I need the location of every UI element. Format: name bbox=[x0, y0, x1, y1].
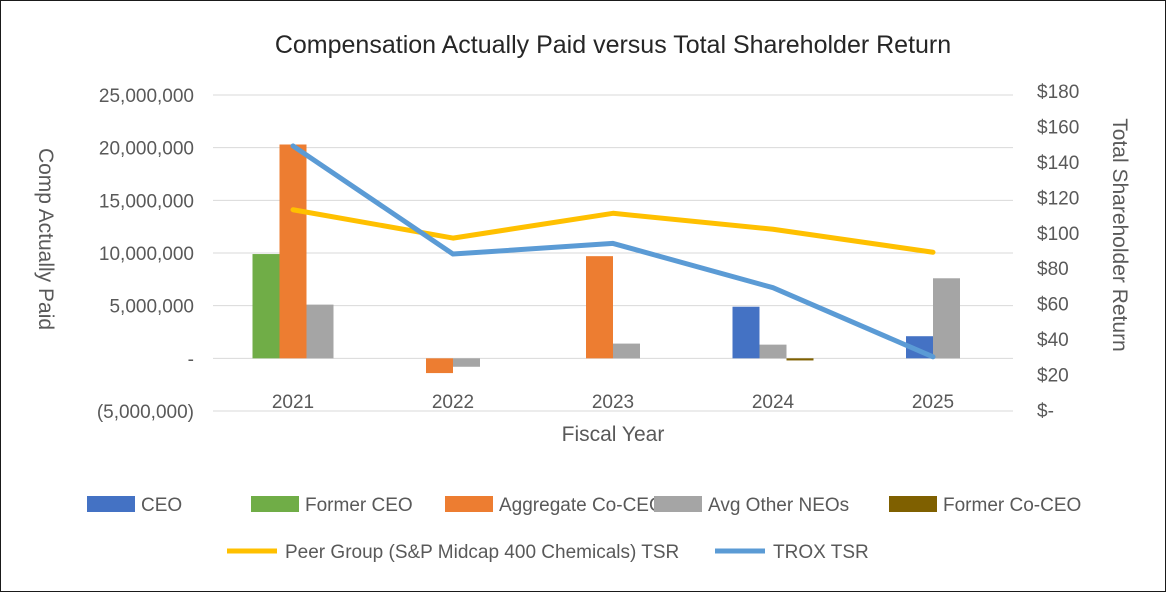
legend: CEO Former CEO Aggregate Co-CEOs Avg Other … bbox=[87, 495, 1081, 563]
legend-swatch bbox=[889, 496, 937, 512]
y-tick-label: 5,000,000 bbox=[109, 297, 194, 318]
x-tick-label: 2022 bbox=[432, 392, 474, 413]
line-trox-tsr bbox=[290, 143, 936, 360]
y2-tick-label: $20 bbox=[1037, 366, 1069, 387]
y2-tick-label: $80 bbox=[1037, 259, 1069, 280]
bar-avg-other-neos-2021 bbox=[306, 304, 334, 359]
chart-title: Compensation Actually Paid versus Total … bbox=[275, 31, 951, 59]
bar-aggregate-co-ceos-2023 bbox=[586, 256, 613, 359]
legend-label: Aggregate Co-CEOs bbox=[499, 495, 673, 516]
bar-aggregate-co-ceos-2021 bbox=[279, 144, 307, 359]
y2-tick-label: $160 bbox=[1037, 117, 1079, 138]
legend-swatch bbox=[445, 496, 493, 512]
y2-tick-label: $100 bbox=[1037, 224, 1079, 245]
tsr-lines bbox=[290, 143, 936, 360]
legend-swatch bbox=[251, 496, 299, 512]
y-axis-title: Comp Actually Paid bbox=[34, 148, 57, 330]
y2-tick-label: $40 bbox=[1037, 330, 1069, 351]
y2-tick-label: $120 bbox=[1037, 188, 1079, 209]
line-peer-group-s-p-midcap-400-chemicals-tsr bbox=[290, 207, 936, 255]
y2-tick-label: $60 bbox=[1037, 295, 1069, 316]
legend-label: TROX TSR bbox=[773, 542, 869, 563]
y-tick-label: 20,000,000 bbox=[99, 139, 194, 160]
bar-avg-other-neos-2022 bbox=[453, 358, 480, 367]
x-tick-label: 2024 bbox=[752, 392, 795, 413]
bar-avg-other-neos-2025 bbox=[933, 278, 960, 359]
y-tick-label: (5,000,000) bbox=[97, 402, 194, 423]
x-tick-label: 2021 bbox=[272, 392, 314, 413]
legend-swatch bbox=[87, 496, 135, 512]
y-tick-label: 10,000,000 bbox=[99, 244, 194, 265]
bar-avg-other-neos-2023 bbox=[613, 343, 640, 359]
legend-swatch bbox=[654, 496, 702, 512]
axis-ticks: 25,000,000 20,000,000 15,000,000 10,000,000… bbox=[97, 82, 1079, 423]
bar-aggregate-co-ceos-2022 bbox=[426, 358, 453, 374]
legend-label: Former CEO bbox=[305, 495, 413, 516]
bar-former-co-ceo-2024 bbox=[786, 358, 814, 361]
bar-ceo-2024 bbox=[732, 306, 760, 359]
y2-tick-label: $180 bbox=[1037, 82, 1079, 103]
x-axis-title: Fiscal Year bbox=[562, 423, 665, 446]
y2-tick-label: $140 bbox=[1037, 153, 1079, 174]
y2-tick-label: $- bbox=[1037, 401, 1054, 422]
y-tick-label: 15,000,000 bbox=[99, 191, 194, 212]
bar-former-ceo-2021 bbox=[252, 254, 280, 359]
legend-label: Peer Group (S&P Midcap 400 Chemicals) TS… bbox=[285, 542, 679, 563]
bars bbox=[252, 144, 960, 374]
x-tick-label: 2023 bbox=[592, 392, 634, 413]
legend-label: CEO bbox=[141, 495, 182, 516]
bar-avg-other-neos-2024 bbox=[759, 344, 787, 359]
legend-label: Former Co-CEO bbox=[943, 495, 1081, 516]
y2-axis-title: Total Shareholder Return bbox=[1108, 118, 1131, 351]
y-tick-label: 25,000,000 bbox=[99, 86, 194, 107]
legend-label: Avg Other NEOs bbox=[708, 495, 849, 516]
gridlines bbox=[213, 94, 1013, 412]
x-tick-label: 2025 bbox=[912, 392, 954, 413]
y-tick-label: - bbox=[188, 349, 194, 370]
